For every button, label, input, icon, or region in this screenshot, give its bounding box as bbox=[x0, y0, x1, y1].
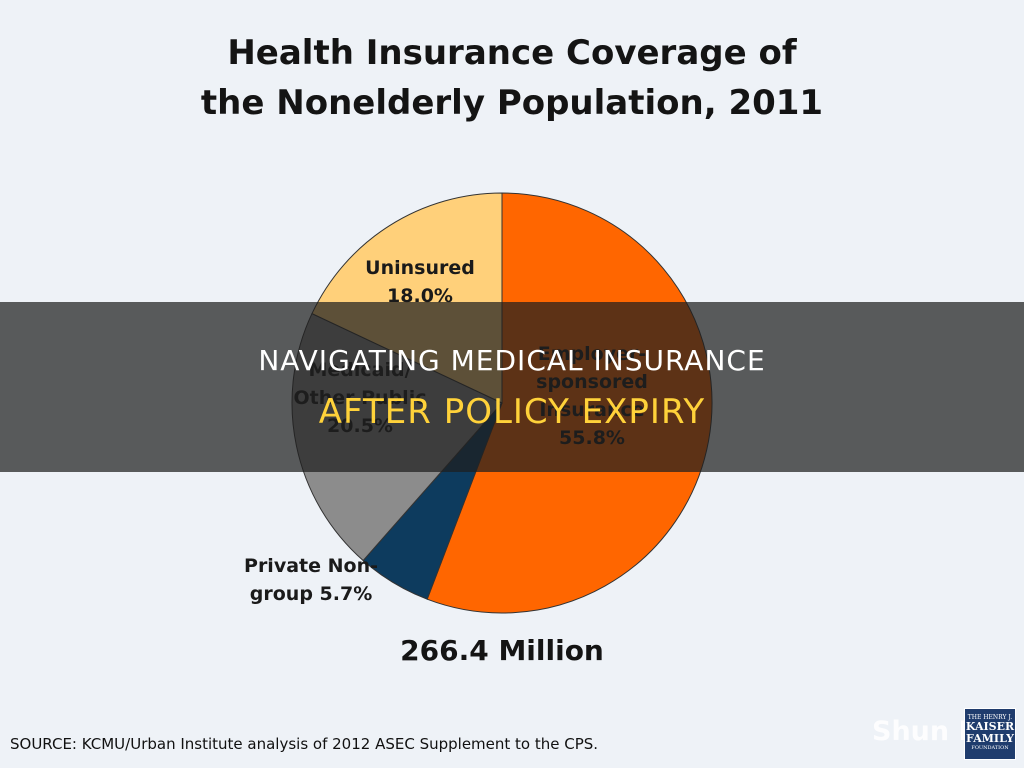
banner-line1: NAVIGATING MEDICAL INSURANCE bbox=[258, 344, 766, 377]
slice-label-3: Uninsured 18.0% bbox=[365, 257, 475, 307]
chart-title-line2: the Nonelderly Population, 2011 bbox=[200, 83, 824, 123]
kff-logo: THE HENRY J. KAISER FAMILY FOUNDATION bbox=[964, 708, 1016, 760]
title-banner: NAVIGATING MEDICAL INSURANCE AFTER POLIC… bbox=[0, 302, 1024, 472]
chart-title-line1: Health Insurance Coverage of bbox=[227, 33, 797, 73]
total-population-label: 266.4 Million bbox=[400, 634, 604, 667]
source-note: SOURCE: KCMU/Urban Institute analysis of… bbox=[10, 735, 599, 753]
slice-label-1: Private Non-group 5.7% bbox=[244, 555, 378, 605]
chart-title: Health Insurance Coverage of the Nonelde… bbox=[0, 28, 1024, 128]
banner-line2: AFTER POLICY EXPIRY bbox=[318, 392, 706, 432]
